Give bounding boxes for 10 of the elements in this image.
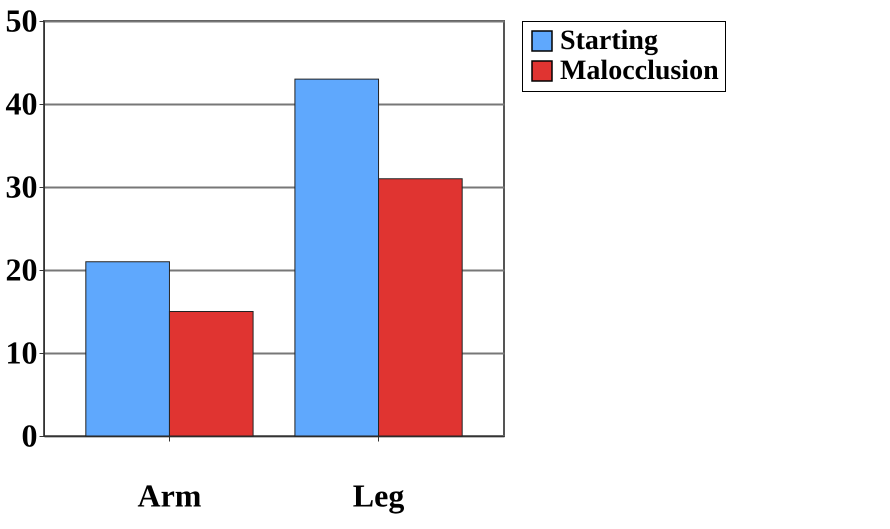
x-tick-label: Arm: [137, 478, 202, 514]
x-tick-label: Leg: [352, 478, 404, 514]
legend-label: Malocclusion: [560, 55, 720, 86]
y-tick-label: 40: [6, 86, 38, 122]
y-tick-label: 0: [22, 418, 38, 454]
y-tick-label: 10: [6, 334, 38, 370]
y-tick-label: 50: [6, 2, 38, 38]
y-tick-label: 20: [6, 252, 38, 288]
y-tick-label: 30: [6, 168, 38, 204]
legend-label: Starting: [560, 25, 658, 56]
